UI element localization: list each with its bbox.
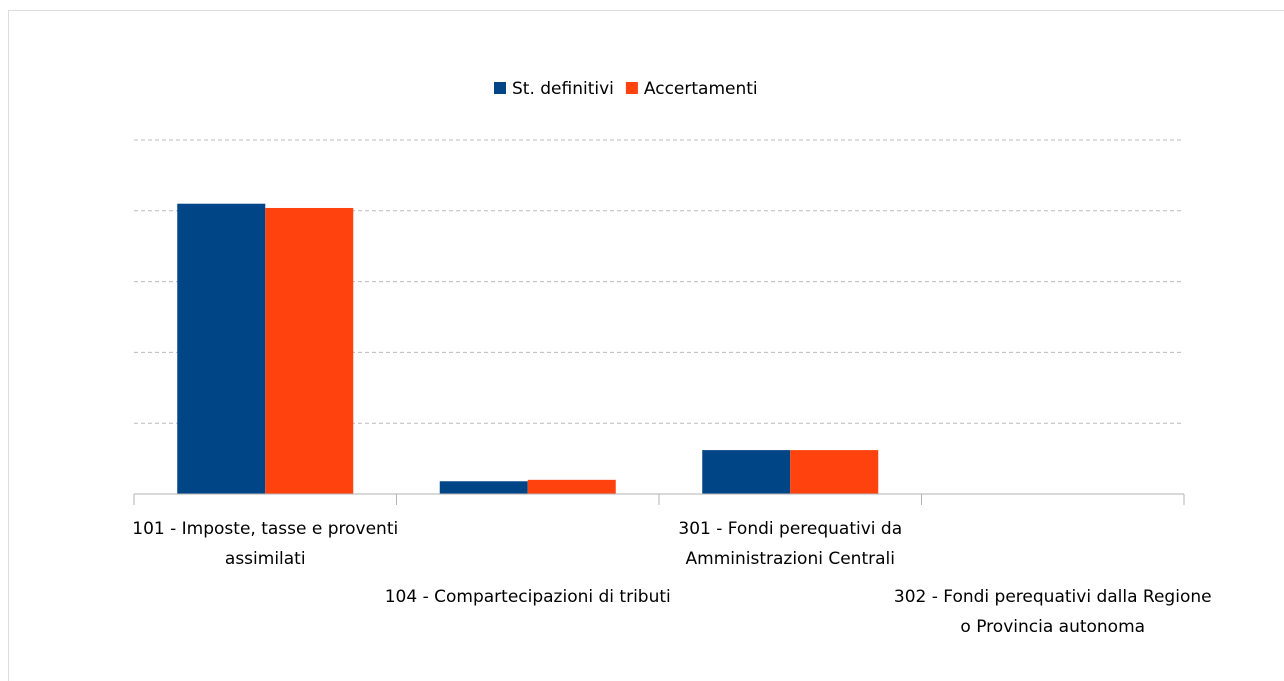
x-tick-label: 101 - Imposte, tasse e proventi assimila…	[132, 519, 399, 569]
legend-label: St. definitivi	[512, 79, 614, 99]
bar	[702, 450, 791, 494]
bar	[177, 203, 266, 494]
bar	[527, 479, 616, 494]
legend-swatch	[494, 82, 506, 94]
bar	[439, 481, 528, 494]
legend-label: Accertamenti	[644, 79, 758, 99]
bar	[265, 207, 354, 494]
bar	[790, 450, 879, 494]
x-tick-label: 104 - Compartecipazioni di tributi	[384, 587, 671, 607]
x-tick-label: 302 - Fondi perequativi dalla Regione o …	[893, 587, 1212, 637]
legend-swatch	[625, 82, 638, 94]
frame	[8, 10, 1284, 681]
x-tick-label: 301 - Fondi perequativi da Amministrazio…	[678, 519, 903, 569]
